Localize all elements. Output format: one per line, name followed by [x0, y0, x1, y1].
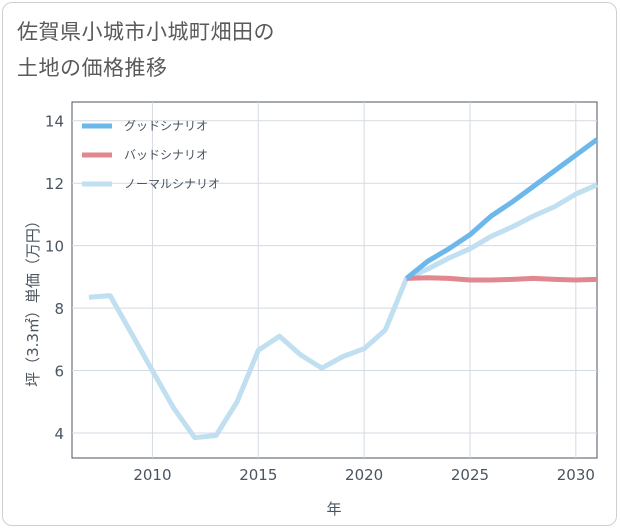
bad-scenario-line [406, 275, 598, 283]
normal-scenario-line [88, 182, 599, 441]
y-tick-label: 12 [45, 175, 64, 193]
x-tick-label: 2025 [451, 466, 489, 484]
x-tick-labels: 2010 2015 2020 2025 2030 [133, 466, 595, 484]
y-tick-label: 8 [54, 300, 64, 318]
x-tick-label: 2030 [557, 466, 595, 484]
x-tick-label: 2010 [133, 466, 171, 484]
x-axis-label: 年 [326, 500, 341, 518]
y-tick-label: 14 [45, 113, 64, 131]
chart-card [2, 2, 617, 526]
y-grid [72, 120, 597, 434]
chart-title-line-2: 土地の価格推移 [17, 56, 168, 80]
y-tick-label: 10 [45, 238, 64, 256]
y-tick-label: 4 [54, 425, 64, 443]
good-scenario-line [404, 137, 599, 281]
y-axis-label: 坪（3.3㎡）単価（万円） [24, 213, 42, 387]
series-layer [88, 137, 599, 441]
y-tick-labels: 4 6 8 10 12 14 [45, 113, 64, 443]
y-tick-label: 6 [54, 363, 64, 381]
chart-title: 佐賀県小城市小城町畑田の 土地の価格推移 [17, 14, 275, 86]
bad-scenario-legend-label: バッドシナリオ [124, 148, 208, 162]
x-tick-label: 2020 [345, 466, 383, 484]
chart-title-line-1: 佐賀県小城市小城町畑田の [17, 20, 275, 44]
good-scenario-legend-label: グッドシナリオ [124, 119, 208, 133]
x-tick-label: 2015 [239, 466, 277, 484]
normal-scenario-legend-label: ノーマルシナリオ [124, 177, 220, 191]
